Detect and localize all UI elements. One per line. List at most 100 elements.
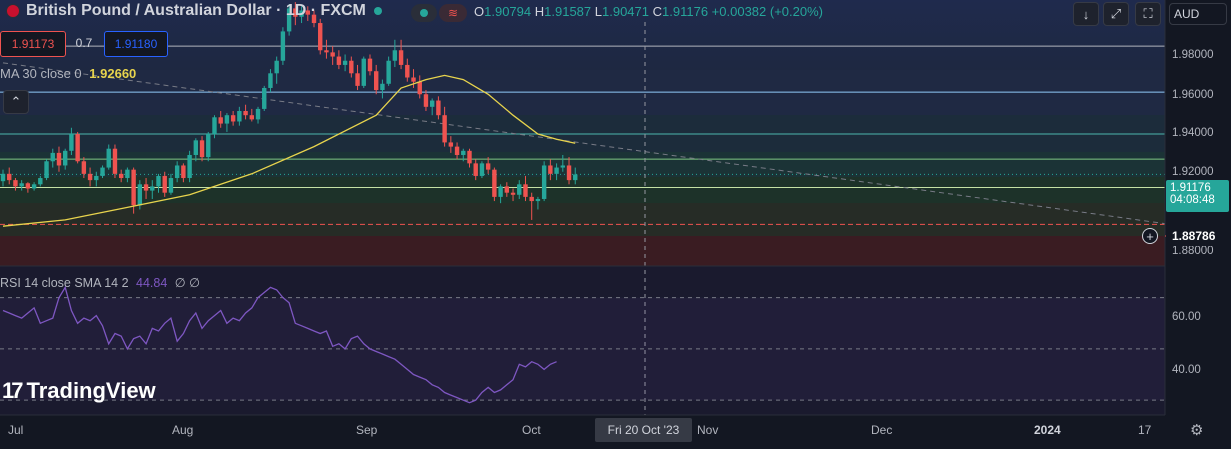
- candle-body: [305, 10, 310, 15]
- chevron-up-icon: ⌃: [10, 94, 22, 109]
- ma-legend[interactable]: MA 30 close 0 1.92660: [0, 66, 136, 81]
- time-label: 2024: [1034, 423, 1061, 437]
- price-tick: 1.94000: [1172, 127, 1214, 139]
- bar-countdown: 04:08:48: [1170, 194, 1215, 206]
- candle-body: [38, 178, 43, 185]
- candle-body: [386, 60, 391, 84]
- marked-price-label: 1.88786: [1166, 227, 1229, 246]
- flag-icon: [6, 4, 20, 18]
- buy-button[interactable]: 1.91180: [104, 31, 168, 57]
- candle-body: [162, 175, 167, 193]
- candle-body: [280, 31, 286, 61]
- arrow-down-button[interactable]: ↓: [1073, 2, 1099, 26]
- fullscreen-button[interactable]: ⛶: [1135, 2, 1161, 26]
- candle-body: [75, 134, 80, 162]
- trend-line-segment: [2, 62, 1231, 234]
- candle-body: [429, 100, 435, 107]
- status-dot-pill[interactable]: [411, 4, 437, 22]
- candle-body: [448, 142, 454, 147]
- candle-body: [150, 186, 155, 191]
- market-open-icon: [373, 7, 382, 15]
- candle-body: [349, 60, 354, 74]
- rsi-legend-extra: ∅ ∅: [174, 276, 201, 290]
- candle-body: [361, 58, 366, 86]
- candle-body: [517, 184, 522, 195]
- low-value: 1.90471: [602, 4, 649, 19]
- candle-body: [274, 60, 279, 74]
- candle-body: [19, 183, 24, 187]
- tv-logo-icon: 17: [2, 378, 24, 403]
- candle-body: [436, 100, 441, 116]
- candle-body: [374, 71, 379, 91]
- candles-group: [0, 2, 578, 220]
- symbol-title-text: British Pound / Australian Dollar · 1D ·…: [26, 2, 366, 19]
- candle-body: [492, 169, 497, 197]
- candle-body: [454, 146, 460, 155]
- candle-body: [318, 23, 323, 51]
- candle-body: [367, 58, 373, 72]
- candle-body: [125, 169, 130, 179]
- high-value: 1.91587: [544, 4, 592, 19]
- low-label: L: [594, 4, 602, 19]
- candle-body: [573, 174, 578, 181]
- wave-pill[interactable]: ≋: [439, 4, 467, 22]
- horizontal-levels: [0, 45, 1165, 225]
- candle-body: [69, 134, 74, 151]
- candle-body: [50, 152, 55, 162]
- rsi-tick: 40.00: [1172, 364, 1201, 376]
- candle-body: [262, 87, 267, 109]
- candle-body: [554, 167, 559, 174]
- rsi-legend[interactable]: RSI 14 close SMA 14 2 44.84 ∅ ∅: [0, 275, 200, 290]
- spread-text: 0.7: [75, 36, 93, 50]
- candle-body: [504, 186, 510, 193]
- rsi-band: [0, 297, 1165, 401]
- candle-body: [206, 134, 211, 158]
- candle-body: [181, 165, 186, 179]
- settings-button[interactable]: ⚙: [1190, 421, 1203, 439]
- candle-body: [324, 50, 329, 53]
- ma-legend-name: MA 30 close 0: [0, 66, 82, 81]
- candle-body: [44, 161, 49, 179]
- candle-body: [199, 140, 205, 158]
- time-label: Sep: [356, 423, 378, 437]
- ohlc-legend: O1.90794 H1.91587 L1.90471 C1.91176 +0.0…: [474, 4, 823, 19]
- symbol-title[interactable]: British Pound / Australian Dollar · 1D ·…: [6, 2, 382, 20]
- spread-value: 0.7: [70, 31, 98, 55]
- candle-body: [56, 152, 62, 166]
- candle-body: [237, 111, 242, 122]
- candle-body: [330, 52, 335, 57]
- tradingview-logo[interactable]: 17 TradingView: [2, 378, 156, 404]
- change-value: +0.00382 (+0.20%): [711, 4, 823, 19]
- time-label: Nov: [697, 423, 719, 437]
- candle-body: [63, 150, 68, 166]
- candle-body: [299, 10, 304, 17]
- crosshair-time-text: Fri 20 Oct '23: [607, 423, 680, 437]
- candle-body: [143, 184, 149, 191]
- candle-body: [187, 154, 192, 179]
- ma30-line: [2, 74, 576, 227]
- candle-body: [193, 140, 199, 155]
- candle-body: [479, 163, 485, 176]
- arrow-down-icon: ↓: [1082, 6, 1090, 22]
- candle-body: [174, 165, 180, 179]
- candle-body: [355, 73, 360, 86]
- high-label: H: [534, 4, 545, 19]
- expand-button[interactable]: ⤢: [1103, 2, 1129, 26]
- add-alert-button[interactable]: +: [1142, 228, 1158, 244]
- candle-body: [566, 165, 572, 181]
- candle-body: [94, 175, 99, 181]
- time-label: Aug: [172, 423, 194, 437]
- rsi-pane: [0, 285, 1165, 404]
- sell-button[interactable]: 1.91173: [0, 31, 66, 57]
- currency-select[interactable]: AUD: [1169, 3, 1227, 25]
- close-label: C: [652, 4, 663, 19]
- collapse-legend-button[interactable]: ⌃: [3, 90, 29, 114]
- candle-body: [342, 60, 348, 65]
- candle-body: [13, 180, 18, 187]
- current-price-label: 1.91176 04:08:48: [1166, 180, 1229, 212]
- candle-body: [100, 167, 105, 176]
- candle-body: [423, 94, 429, 107]
- candle-body: [380, 83, 385, 91]
- rsi-tick: 60.00: [1172, 311, 1201, 323]
